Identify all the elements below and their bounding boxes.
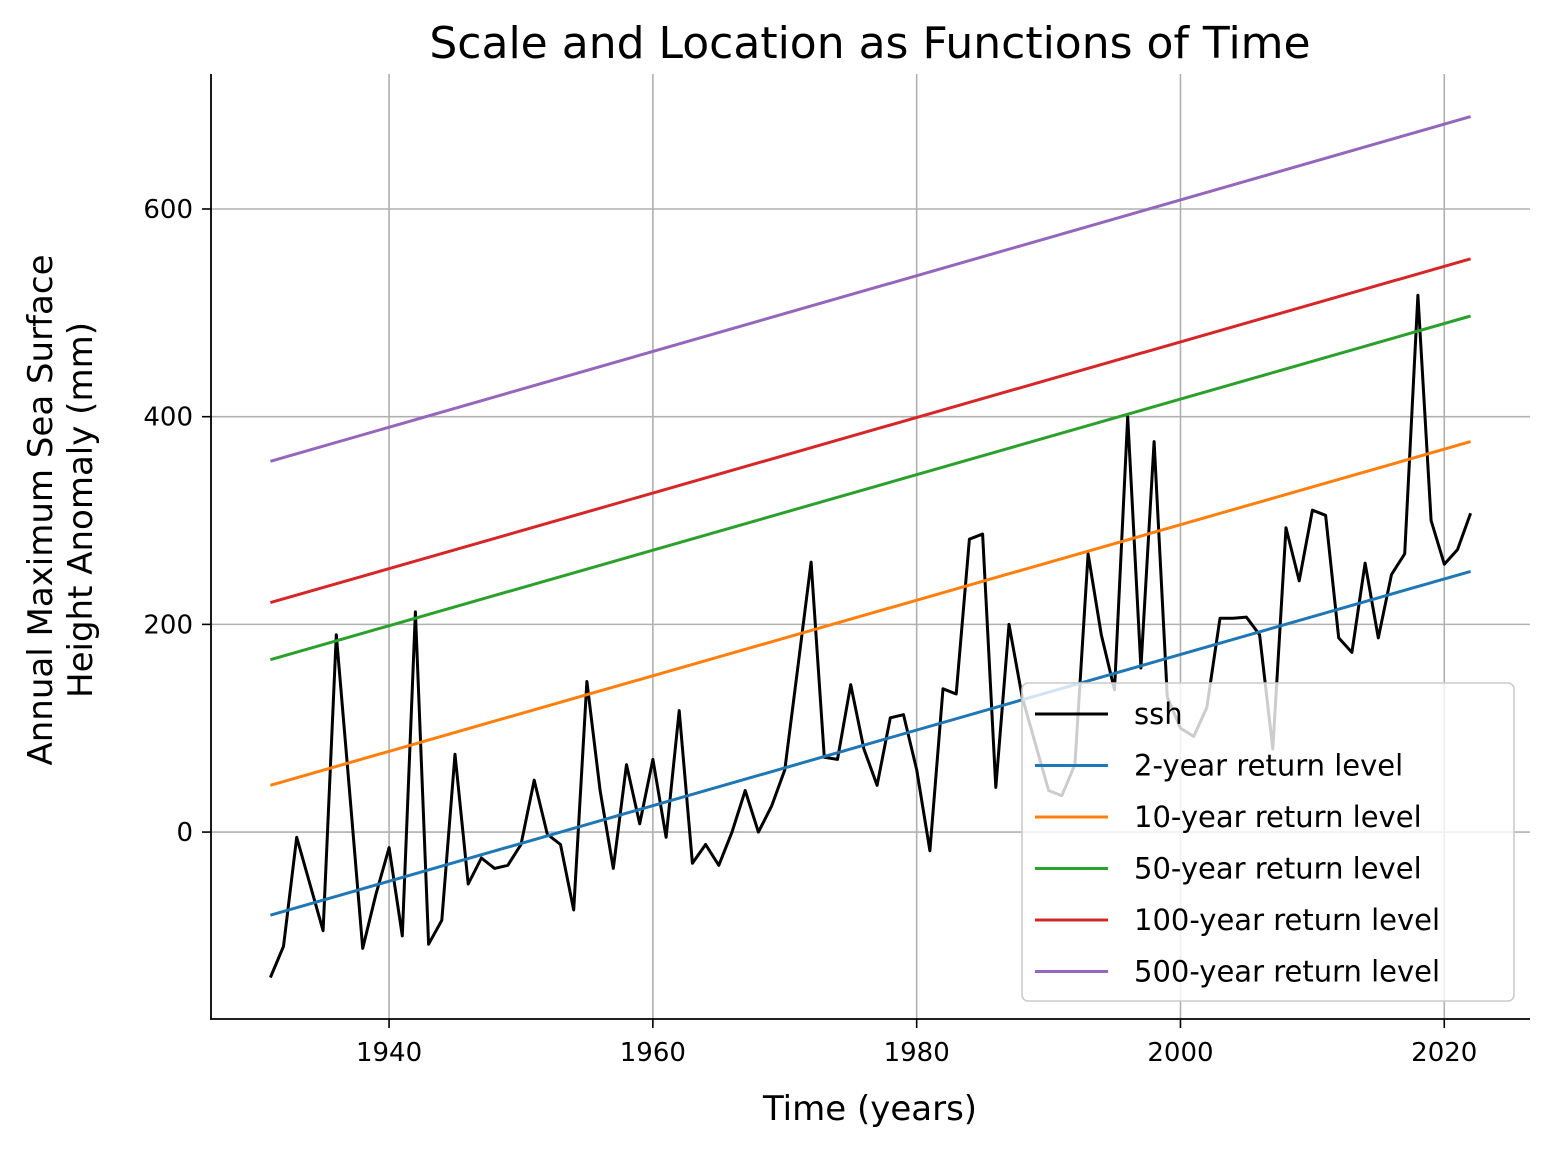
x-tick-label: 1960	[620, 1038, 686, 1068]
chart-title: Scale and Location as Functions of Time	[429, 18, 1310, 69]
legend-entries: ssh 2-year return level 10-year return lev…	[1035, 697, 1440, 989]
legend-box	[1021, 682, 1515, 1002]
axes	[210, 74, 1530, 1020]
y-axis-label: Annual Maximum Sea Surface Height Anomal…	[21, 255, 101, 766]
y-ticks: 0 200 400 600	[143, 195, 211, 848]
x-axis-label: Time (years)	[762, 1089, 977, 1129]
legend-label: 50-year return level	[1134, 852, 1422, 886]
legend-label: 100-year return level	[1134, 903, 1440, 937]
x-tick-label: 1940	[356, 1038, 422, 1068]
y-tick-label: 200	[143, 610, 193, 640]
x-tick-label: 2000	[1147, 1038, 1213, 1068]
y-tick-label: 0	[176, 818, 193, 848]
x-tick-label: 2020	[1411, 1038, 1477, 1068]
y-axis-label-line-1: Annual Maximum Sea Surface	[21, 255, 61, 766]
return-level-line-0	[269, 569, 1472, 917]
legend-label: 10-year return level	[1134, 800, 1422, 834]
legend-label: ssh	[1134, 697, 1183, 731]
legend-label: 500-year return level	[1134, 955, 1440, 989]
x-tick-label: 1980	[884, 1038, 950, 1068]
return-level-line-1	[269, 440, 1472, 787]
y-tick-label: 600	[143, 195, 193, 225]
return-level-line-3	[269, 257, 1472, 605]
return-level-line-2	[269, 314, 1472, 662]
x-ticks: 1940 1960 1980 2000 2020	[356, 1019, 1477, 1068]
y-tick-label: 400	[143, 403, 193, 433]
y-axis-label-line-2: Height Anomaly (mm)	[61, 322, 101, 698]
legend: ssh 2-year return level 10-year return lev…	[1021, 682, 1515, 1002]
legend-label: 2-year return level	[1134, 749, 1403, 783]
return-level-line-4	[269, 115, 1472, 463]
